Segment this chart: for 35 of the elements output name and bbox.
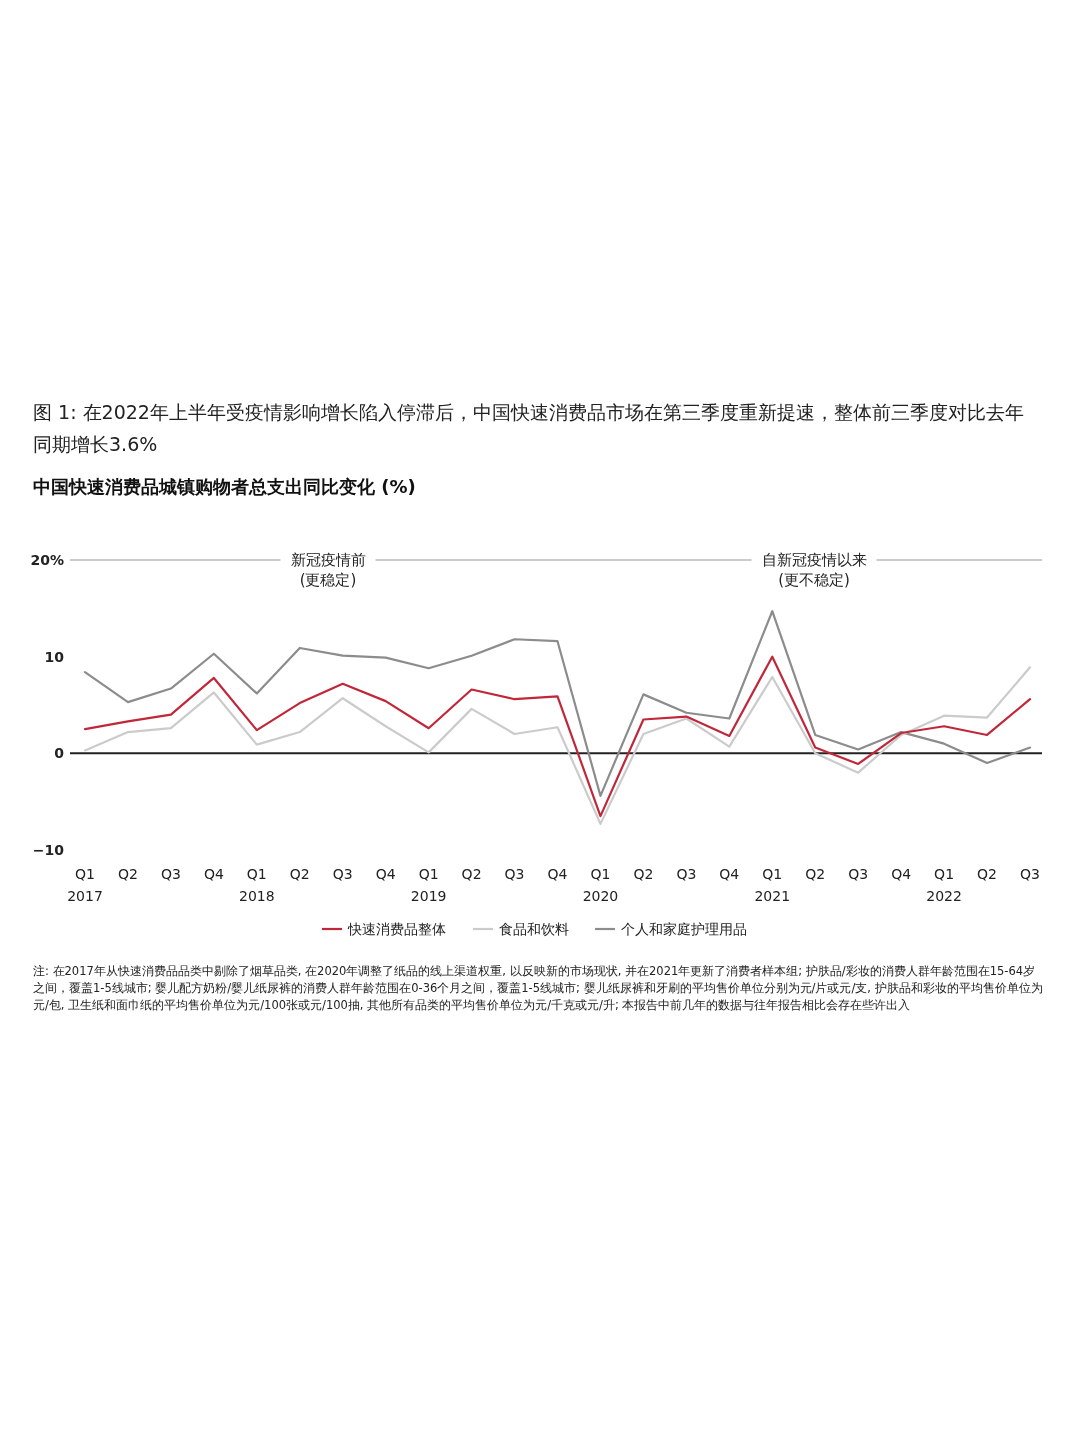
x-tick-label: Q2: [289, 866, 310, 882]
text: 注: 在2017年从快速消费品品类中剔除了烟草品类, 在2020年调整了纸品的线上渠道权重, 以反映新的市场现状, 并在2021年更新了消费者样本组; 护肤品/彩妆的消费人群年龄范围在15-64岁之间，覆盖1-5线城市; 婴儿配方奶粉/婴儿纸尿裤的消费人群年龄范围在0-36个月之间，覆盖1-5线城市; 婴儿纸尿裤和牙刷的平均售价单位分别为元/片或元/支, 护肤品和彩妆的平均售价单位为元/包, 卫生纸和面巾纸的平均售价单位为元/100张或元/100抽, 其他所有品类的平均售价单位为元/千克或元/升; 本报告中前几年的数据与往年报告相比会存在些许出入: [33, 963, 1043, 1014]
x-tick-label: Q2: [461, 866, 482, 882]
x-tick-label: Q3: [332, 866, 353, 882]
y-tick-label: 20%: [30, 552, 64, 568]
x-tick-label: Q2: [633, 866, 654, 882]
annotation: 新冠疫情前 (更稳定): [290, 551, 366, 589]
x-tick-label: Q1 2017: [67, 866, 103, 904]
x-tick-label: Q3: [676, 866, 697, 882]
x-tick-label: Q4: [375, 866, 396, 882]
x-tick-label: Q4: [547, 866, 568, 882]
x-tick-label: Q1 2018: [239, 866, 275, 904]
x-tick-label: Q2: [117, 866, 138, 882]
x-tick-label: Q1 2022: [926, 866, 962, 904]
x-tick-label: Q1 2020: [582, 866, 619, 904]
legend-label: 快速消费品整体: [347, 921, 446, 937]
chart-subtitle: 中国快速消费品城镇购物者总支出同比变化 (%): [33, 475, 417, 499]
x-tick-label: Q4: [719, 866, 740, 882]
x-tick-label: Q2: [805, 866, 826, 882]
y-tick-label: −10: [32, 842, 65, 858]
annotation: 自新冠疫情以来 (更不稳定): [761, 551, 867, 589]
x-tick-label: Q3: [848, 866, 869, 882]
x-tick-label: Q1 2019: [410, 866, 447, 904]
y-tick-label: 0: [54, 745, 65, 762]
legend-label: 个人和家庭护理用品: [621, 921, 747, 937]
x-tick-label: Q3: [1020, 866, 1040, 882]
x-tick-label: Q4: [203, 866, 224, 882]
x-tick-label: Q2: [977, 866, 998, 882]
legend-label: 食品和饮料: [499, 921, 569, 937]
x-tick-label: Q4: [891, 866, 912, 882]
x-tick-label: Q1 2021: [754, 866, 791, 904]
x-tick-label: Q3: [160, 866, 181, 882]
y-tick-label: 10: [44, 648, 65, 665]
x-tick-label: Q3: [504, 866, 525, 882]
chart-title: 图 1: 在2022年上半年受疫情影响增长陷入停滞后，中国快速消费品市场在第三季度重新提速，整体前三季度对比去年同期增长3.6%: [33, 400, 1025, 457]
